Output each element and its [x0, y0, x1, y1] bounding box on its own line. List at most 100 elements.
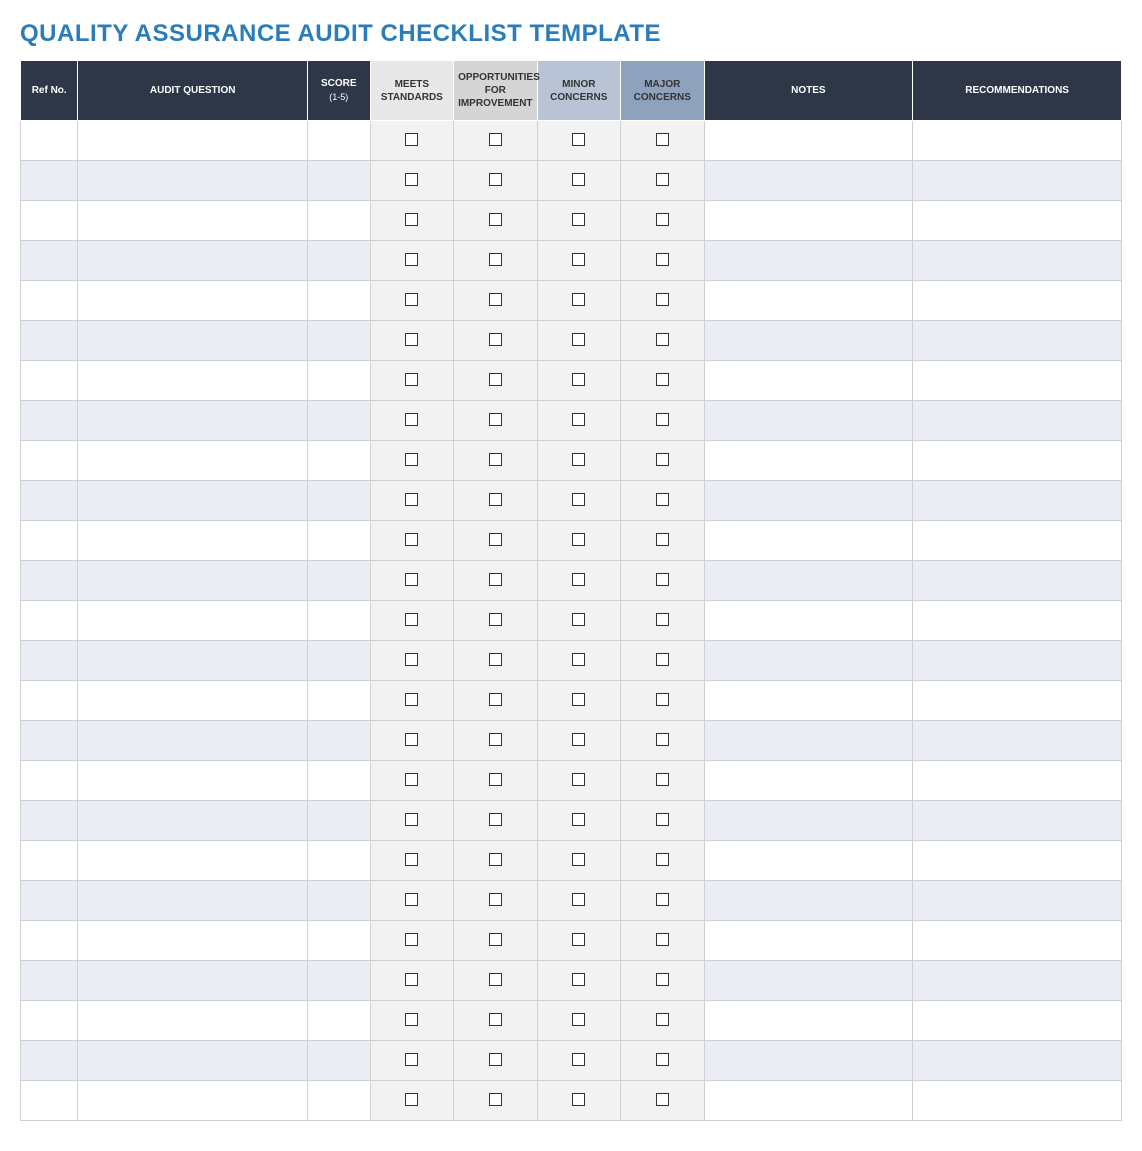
cell-rec[interactable] — [913, 961, 1122, 1001]
cell-score[interactable] — [307, 481, 370, 521]
cell-score[interactable] — [307, 721, 370, 761]
cell-notes[interactable] — [704, 281, 913, 321]
cell-question[interactable] — [78, 281, 308, 321]
cell-score[interactable] — [307, 561, 370, 601]
cell-refno[interactable] — [21, 761, 78, 801]
meets-checkbox[interactable] — [405, 973, 418, 986]
cell-rec[interactable] — [913, 161, 1122, 201]
cell-rec[interactable] — [913, 1081, 1122, 1121]
cell-score[interactable] — [307, 401, 370, 441]
cell-refno[interactable] — [21, 1081, 78, 1121]
cell-refno[interactable] — [21, 561, 78, 601]
cell-score[interactable] — [307, 361, 370, 401]
opp-checkbox[interactable] — [489, 173, 502, 186]
cell-rec[interactable] — [913, 361, 1122, 401]
major-checkbox[interactable] — [656, 853, 669, 866]
cell-score[interactable] — [307, 121, 370, 161]
cell-question[interactable] — [78, 401, 308, 441]
cell-rec[interactable] — [913, 921, 1122, 961]
meets-checkbox[interactable] — [405, 613, 418, 626]
minor-checkbox[interactable] — [572, 693, 585, 706]
cell-notes[interactable] — [704, 641, 913, 681]
cell-rec[interactable] — [913, 441, 1122, 481]
cell-notes[interactable] — [704, 1001, 913, 1041]
cell-question[interactable] — [78, 241, 308, 281]
cell-notes[interactable] — [704, 961, 913, 1001]
cell-notes[interactable] — [704, 401, 913, 441]
minor-checkbox[interactable] — [572, 413, 585, 426]
cell-question[interactable] — [78, 121, 308, 161]
opp-checkbox[interactable] — [489, 573, 502, 586]
major-checkbox[interactable] — [656, 653, 669, 666]
cell-question[interactable] — [78, 321, 308, 361]
cell-question[interactable] — [78, 681, 308, 721]
cell-question[interactable] — [78, 801, 308, 841]
cell-rec[interactable] — [913, 881, 1122, 921]
major-checkbox[interactable] — [656, 693, 669, 706]
cell-rec[interactable] — [913, 641, 1122, 681]
minor-checkbox[interactable] — [572, 893, 585, 906]
cell-score[interactable] — [307, 601, 370, 641]
cell-rec[interactable] — [913, 241, 1122, 281]
major-checkbox[interactable] — [656, 973, 669, 986]
cell-question[interactable] — [78, 441, 308, 481]
meets-checkbox[interactable] — [405, 573, 418, 586]
cell-refno[interactable] — [21, 321, 78, 361]
opp-checkbox[interactable] — [489, 853, 502, 866]
cell-notes[interactable] — [704, 921, 913, 961]
cell-refno[interactable] — [21, 881, 78, 921]
major-checkbox[interactable] — [656, 813, 669, 826]
minor-checkbox[interactable] — [572, 173, 585, 186]
opp-checkbox[interactable] — [489, 693, 502, 706]
cell-score[interactable] — [307, 441, 370, 481]
major-checkbox[interactable] — [656, 533, 669, 546]
cell-question[interactable] — [78, 161, 308, 201]
cell-notes[interactable] — [704, 761, 913, 801]
meets-checkbox[interactable] — [405, 373, 418, 386]
major-checkbox[interactable] — [656, 893, 669, 906]
cell-notes[interactable] — [704, 481, 913, 521]
cell-rec[interactable] — [913, 681, 1122, 721]
minor-checkbox[interactable] — [572, 973, 585, 986]
meets-checkbox[interactable] — [405, 213, 418, 226]
opp-checkbox[interactable] — [489, 973, 502, 986]
meets-checkbox[interactable] — [405, 133, 418, 146]
cell-question[interactable] — [78, 921, 308, 961]
opp-checkbox[interactable] — [489, 613, 502, 626]
cell-rec[interactable] — [913, 841, 1122, 881]
cell-notes[interactable] — [704, 1041, 913, 1081]
cell-question[interactable] — [78, 1081, 308, 1121]
cell-score[interactable] — [307, 321, 370, 361]
cell-question[interactable] — [78, 961, 308, 1001]
meets-checkbox[interactable] — [405, 1013, 418, 1026]
meets-checkbox[interactable] — [405, 333, 418, 346]
minor-checkbox[interactable] — [572, 373, 585, 386]
cell-question[interactable] — [78, 721, 308, 761]
opp-checkbox[interactable] — [489, 253, 502, 266]
cell-question[interactable] — [78, 1041, 308, 1081]
cell-rec[interactable] — [913, 481, 1122, 521]
minor-checkbox[interactable] — [572, 453, 585, 466]
opp-checkbox[interactable] — [489, 773, 502, 786]
meets-checkbox[interactable] — [405, 1053, 418, 1066]
cell-refno[interactable] — [21, 481, 78, 521]
cell-question[interactable] — [78, 601, 308, 641]
cell-question[interactable] — [78, 561, 308, 601]
cell-notes[interactable] — [704, 201, 913, 241]
cell-score[interactable] — [307, 281, 370, 321]
opp-checkbox[interactable] — [489, 493, 502, 506]
cell-refno[interactable] — [21, 721, 78, 761]
opp-checkbox[interactable] — [489, 1013, 502, 1026]
cell-question[interactable] — [78, 841, 308, 881]
meets-checkbox[interactable] — [405, 693, 418, 706]
minor-checkbox[interactable] — [572, 253, 585, 266]
cell-refno[interactable] — [21, 601, 78, 641]
opp-checkbox[interactable] — [489, 893, 502, 906]
minor-checkbox[interactable] — [572, 813, 585, 826]
cell-score[interactable] — [307, 921, 370, 961]
cell-refno[interactable] — [21, 641, 78, 681]
meets-checkbox[interactable] — [405, 173, 418, 186]
major-checkbox[interactable] — [656, 733, 669, 746]
major-checkbox[interactable] — [656, 1053, 669, 1066]
cell-question[interactable] — [78, 1001, 308, 1041]
